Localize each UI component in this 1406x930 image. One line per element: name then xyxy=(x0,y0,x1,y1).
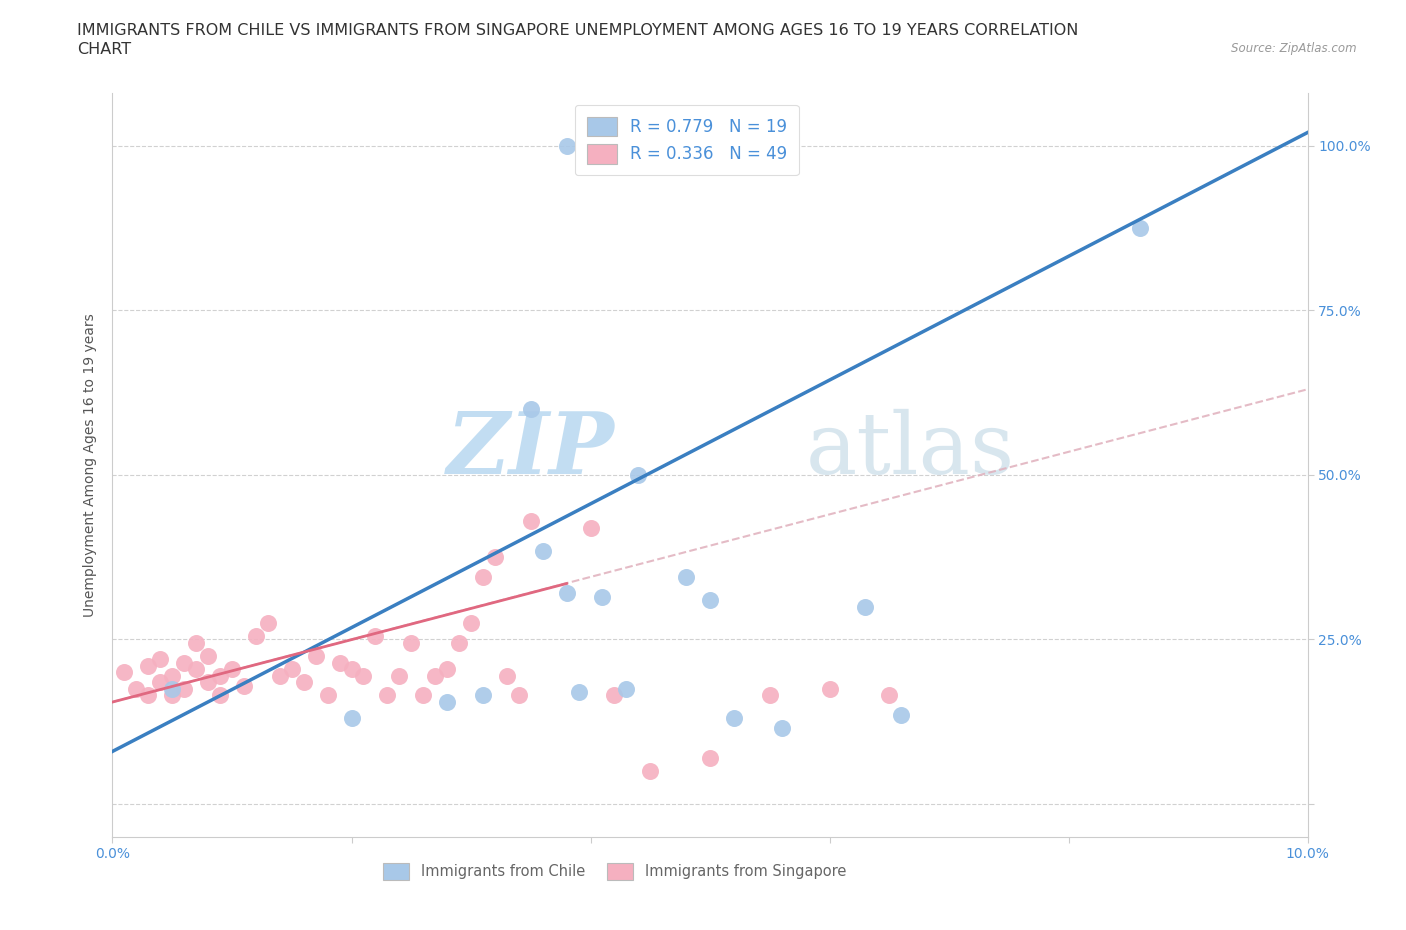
Point xyxy=(759,688,782,703)
Point xyxy=(292,675,315,690)
Point xyxy=(484,550,506,565)
Point xyxy=(436,661,458,676)
Point xyxy=(221,661,243,676)
Point xyxy=(770,721,793,736)
Point xyxy=(281,661,304,676)
Point xyxy=(245,629,267,644)
Point xyxy=(173,655,195,670)
Point xyxy=(269,669,291,684)
Point xyxy=(1129,220,1152,235)
Point xyxy=(138,688,160,703)
Point xyxy=(640,764,662,778)
Point xyxy=(197,675,219,690)
Point xyxy=(579,520,602,535)
Point xyxy=(460,616,482,631)
Point xyxy=(412,688,434,703)
Point xyxy=(173,682,195,697)
Point xyxy=(305,648,328,663)
Point xyxy=(233,678,256,693)
Legend: Immigrants from Chile, Immigrants from Singapore: Immigrants from Chile, Immigrants from S… xyxy=(377,857,852,885)
Point xyxy=(162,669,183,684)
Text: atlas: atlas xyxy=(806,408,1015,492)
Point xyxy=(329,655,352,670)
Point xyxy=(855,599,877,614)
Point xyxy=(555,139,578,153)
Point xyxy=(138,658,160,673)
Point xyxy=(316,688,339,703)
Point xyxy=(472,569,495,584)
Point xyxy=(531,543,554,558)
Point xyxy=(723,711,745,726)
Point xyxy=(616,682,638,697)
Point xyxy=(449,635,471,650)
Point xyxy=(186,635,208,650)
Point xyxy=(149,652,172,667)
Point xyxy=(520,513,543,528)
Point xyxy=(364,629,387,644)
Y-axis label: Unemployment Among Ages 16 to 19 years: Unemployment Among Ages 16 to 19 years xyxy=(83,313,97,617)
Point xyxy=(353,669,375,684)
Point xyxy=(879,688,901,703)
Point xyxy=(508,688,530,703)
Point xyxy=(209,669,232,684)
Point xyxy=(149,675,172,690)
Point xyxy=(520,402,543,417)
Point xyxy=(388,669,411,684)
Point xyxy=(186,661,208,676)
Point xyxy=(340,661,363,676)
Point xyxy=(603,688,626,703)
Point xyxy=(436,695,458,710)
Point xyxy=(555,586,578,601)
Text: IMMIGRANTS FROM CHILE VS IMMIGRANTS FROM SINGAPORE UNEMPLOYMENT AMONG AGES 16 TO: IMMIGRANTS FROM CHILE VS IMMIGRANTS FROM… xyxy=(77,23,1078,38)
Point xyxy=(377,688,399,703)
Point xyxy=(496,669,519,684)
Text: Source: ZipAtlas.com: Source: ZipAtlas.com xyxy=(1232,42,1357,55)
Point xyxy=(197,648,219,663)
Point xyxy=(568,684,591,699)
Point xyxy=(675,569,697,584)
Point xyxy=(209,688,232,703)
Point xyxy=(125,682,148,697)
Text: ZIP: ZIP xyxy=(447,408,614,492)
Text: CHART: CHART xyxy=(77,42,131,57)
Point xyxy=(401,635,423,650)
Point xyxy=(257,616,280,631)
Point xyxy=(162,682,183,697)
Point xyxy=(818,682,841,697)
Point xyxy=(162,688,183,703)
Point xyxy=(699,751,721,765)
Point xyxy=(114,665,135,680)
Point xyxy=(425,669,447,684)
Point xyxy=(699,592,721,607)
Point xyxy=(592,590,614,604)
Point xyxy=(627,468,650,483)
Point xyxy=(890,708,912,723)
Point xyxy=(472,688,495,703)
Point xyxy=(340,711,363,726)
